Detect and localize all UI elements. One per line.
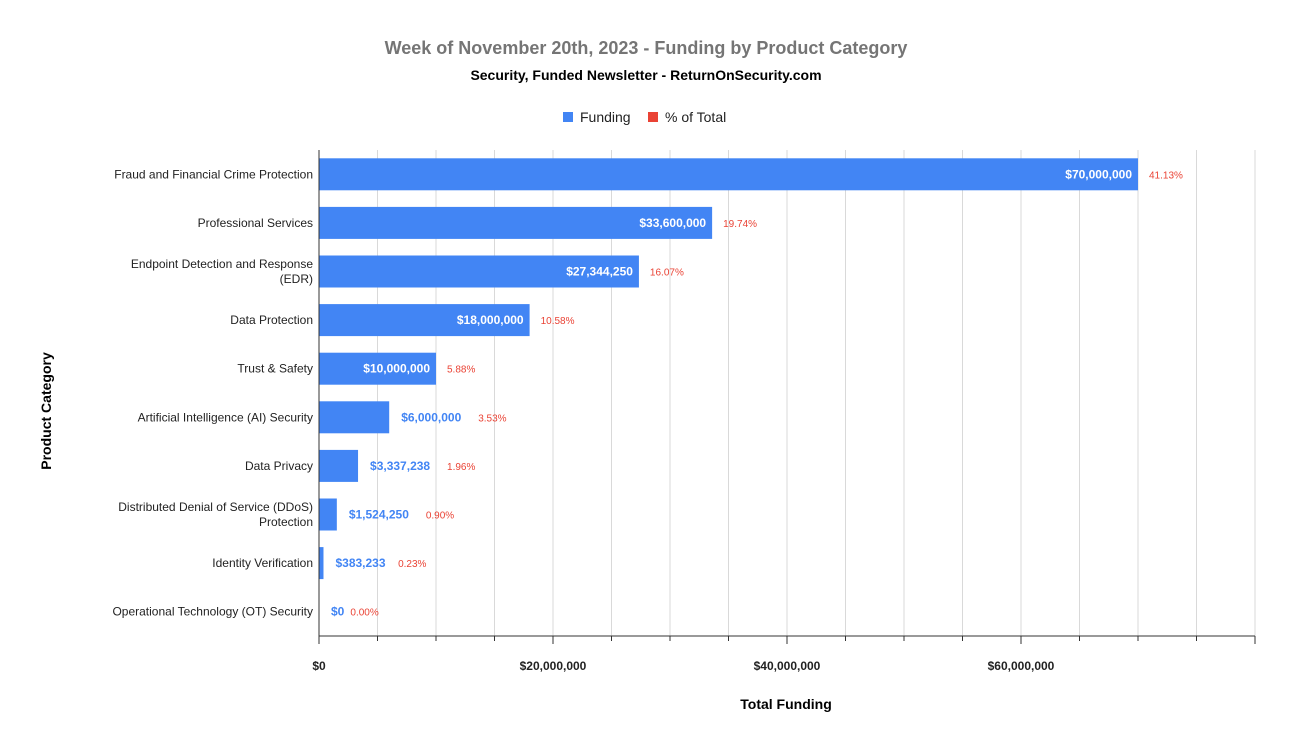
x-tick-label: $0 bbox=[312, 659, 326, 673]
x-tick-label: $40,000,000 bbox=[754, 659, 821, 673]
category-label: Data Protection bbox=[230, 313, 313, 327]
category-label: Identity Verification bbox=[212, 556, 313, 570]
category-label: Professional Services bbox=[198, 216, 313, 230]
percent-label: 0.23% bbox=[398, 559, 426, 570]
value-label: $383,233 bbox=[335, 556, 385, 570]
bar bbox=[319, 158, 1138, 191]
value-label: $6,000,000 bbox=[401, 410, 461, 424]
legend-swatch-funding bbox=[563, 112, 573, 122]
bar bbox=[319, 498, 337, 531]
bar bbox=[319, 547, 324, 580]
percent-label: 0.90% bbox=[426, 511, 454, 522]
percent-label: 1.96% bbox=[447, 462, 475, 473]
x-tick-label: $60,000,000 bbox=[988, 659, 1055, 673]
category-label: Operational Technology (OT) Security bbox=[112, 605, 313, 619]
percent-label: 0.00% bbox=[350, 608, 378, 619]
value-label: $18,000,000 bbox=[457, 313, 524, 327]
percent-label: 10.58% bbox=[541, 316, 575, 327]
category-label: Endpoint Detection and Response bbox=[131, 257, 313, 271]
bars bbox=[319, 158, 1138, 580]
x-tick-label: $20,000,000 bbox=[520, 659, 587, 673]
value-label: $0 bbox=[331, 605, 345, 619]
percent-label: 16.07% bbox=[650, 268, 684, 279]
percent-label: 3.53% bbox=[478, 413, 506, 424]
percent-label: 5.88% bbox=[447, 365, 475, 376]
bar bbox=[319, 449, 359, 482]
data-labels: $70,000,000 41.13% $33,600,000 19.74% $27,34… bbox=[331, 167, 1183, 618]
value-label: $70,000,000 bbox=[1065, 167, 1132, 181]
chart-subtitle: Security, Funded Newsletter - ReturnOnSe… bbox=[470, 67, 821, 83]
percent-label: 19.74% bbox=[723, 219, 757, 230]
bar bbox=[319, 206, 713, 239]
legend: Funding % of Total bbox=[563, 109, 726, 125]
bar bbox=[319, 401, 390, 434]
category-label: Distributed Denial of Service (DDoS) bbox=[118, 500, 313, 514]
category-label: Artificial Intelligence (AI) Security bbox=[138, 410, 313, 424]
legend-label-percent: % of Total bbox=[665, 109, 726, 125]
bar bbox=[319, 255, 639, 288]
category-label: Protection bbox=[259, 515, 313, 529]
bar bbox=[319, 352, 436, 385]
percent-label: 41.13% bbox=[1149, 170, 1183, 181]
value-label: $27,344,250 bbox=[566, 265, 633, 279]
legend-label-funding: Funding bbox=[580, 109, 631, 125]
category-label: Fraud and Financial Crime Protection bbox=[114, 167, 313, 181]
legend-swatch-percent bbox=[648, 112, 658, 122]
y-axis-title: Product Category bbox=[38, 352, 54, 470]
value-label: $33,600,000 bbox=[639, 216, 706, 230]
x-axis-title: Total Funding bbox=[740, 696, 832, 712]
value-label: $10,000,000 bbox=[363, 362, 430, 376]
category-labels: Fraud and Financial Crime Protection Prof… bbox=[112, 167, 313, 618]
chart-title: Week of November 20th, 2023 - Funding by… bbox=[385, 38, 908, 58]
category-label: (EDR) bbox=[280, 272, 313, 286]
value-label: $3,337,238 bbox=[370, 459, 430, 473]
category-label: Trust & Safety bbox=[237, 362, 313, 376]
axes: $0 $20,000,000 $40,000,000 $60,000,000 bbox=[312, 150, 1256, 673]
value-label: $1,524,250 bbox=[349, 508, 409, 522]
bar bbox=[319, 304, 530, 337]
category-label: Data Privacy bbox=[245, 459, 313, 473]
